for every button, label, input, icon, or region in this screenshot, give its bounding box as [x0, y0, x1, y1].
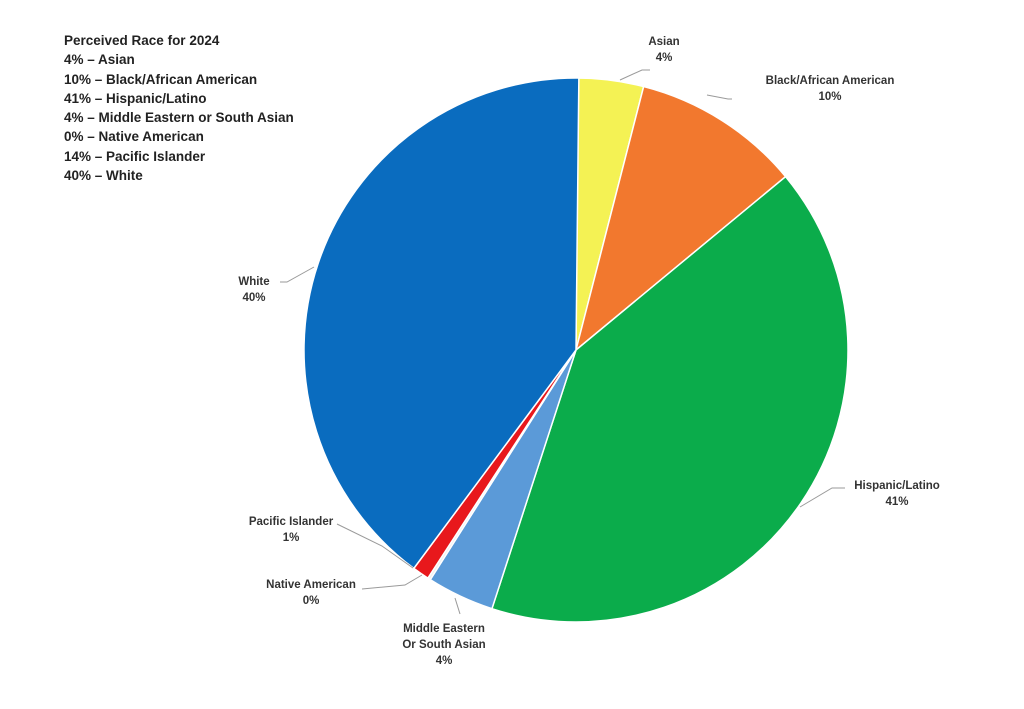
leader-line-middle-eastern-or-south-asian: [454, 597, 461, 615]
legend-box: Perceived Race for 2024 4% – Asian 10% –…: [64, 31, 294, 185]
slice-label-black-african-american: Black/African American 10%: [766, 75, 895, 103]
legend-title: Perceived Race for 2024: [64, 33, 220, 48]
leader-line-hispanic-latino: [799, 487, 845, 508]
pie-slice-white: [303, 77, 580, 570]
leader-line-pacific-islander: [336, 523, 414, 569]
legend-line-asian: 4% – Asian: [64, 52, 135, 68]
leader-line-asian: [619, 69, 650, 81]
leader-line-native-american: [361, 574, 423, 590]
legend-line-hispanic-latino: 41% – Hispanic/Latino: [64, 90, 207, 106]
slice-label-hispanic-latino: Hispanic/Latino 41%: [854, 480, 940, 508]
leader-line-black-african-american: [706, 94, 732, 100]
pie-slices: [303, 77, 849, 623]
slice-label-native-american: Native American 0%: [266, 579, 356, 607]
slice-labels: Asian 4% Black/African American 10% Hispanic…: [238, 36, 939, 667]
legend-line-pacific-islander: 14% – Pacific Islander: [64, 148, 206, 164]
leader-line-white: [280, 266, 315, 283]
slice-label-middle-eastern-or-south-asian: Middle Eastern Or South Asian 4%: [402, 623, 485, 667]
slice-label-pacific-islander: Pacific Islander 1%: [249, 516, 334, 544]
legend-line-white: 40% – White: [64, 168, 143, 184]
pie-slice-hispanic-latino: [491, 175, 849, 623]
slice-label-white: White 40%: [238, 276, 269, 304]
legend-line-native-american: 0% – Native American: [64, 129, 204, 145]
legend-line-black-african-american: 10% – Black/African American: [64, 71, 258, 87]
legend-line-middle-eastern-south-asian: 4% – Middle Eastern or South Asian: [64, 110, 294, 126]
slice-label-asian: Asian 4%: [648, 36, 679, 64]
pie-slice-black-african-american: [574, 85, 787, 353]
